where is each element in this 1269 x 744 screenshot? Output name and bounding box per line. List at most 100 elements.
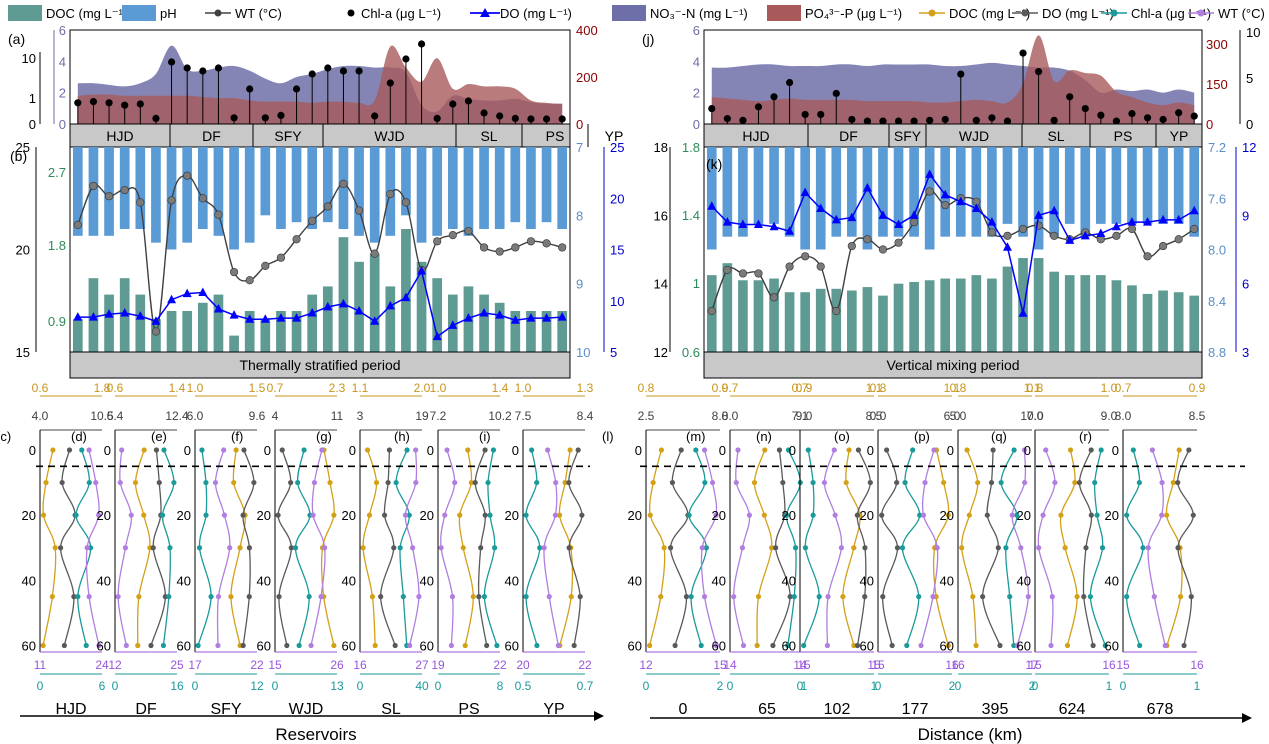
x-tick-label: 0 [192, 679, 199, 693]
profile-point [1175, 545, 1181, 551]
profile-point [84, 545, 90, 551]
y-tick-label: 4 [59, 54, 66, 69]
do-point [213, 303, 223, 313]
chla-point [1081, 104, 1089, 113]
y-tick-label: 20 [505, 508, 519, 523]
ph-bar [401, 147, 411, 216]
panel-label: (c) [0, 429, 11, 444]
do-point [707, 201, 717, 210]
y-tick-label: 0 [1112, 443, 1119, 458]
profile-line [294, 449, 311, 646]
profile-point [740, 642, 747, 649]
doc-bar [479, 294, 489, 352]
do-point [1065, 235, 1075, 244]
legend-dot [214, 9, 222, 17]
chla-point [1128, 110, 1136, 118]
profile-line [161, 449, 175, 646]
profile-point [821, 479, 828, 486]
legend-label: WT (°C) [235, 6, 282, 21]
period-label: Vertical mixing period [886, 357, 1019, 373]
do-point [956, 196, 966, 206]
do-point [542, 313, 552, 322]
doc-bar [1142, 293, 1153, 352]
wt-point [754, 269, 763, 278]
x-tick-label: 8.0 [712, 409, 729, 423]
chla-point [1143, 114, 1152, 122]
y-tick-label: 6 [59, 23, 66, 38]
do-point [1034, 210, 1044, 219]
reservoir-label: WJD [374, 128, 404, 144]
x-tick-label: 1.4 [492, 381, 509, 395]
y-tick-label: 40 [628, 573, 642, 588]
do-point [909, 210, 919, 219]
x-tick-label: 27 [415, 658, 429, 672]
x-tick-label: 2.0 [414, 381, 431, 395]
profile-point [404, 447, 410, 453]
profile-point [460, 545, 466, 551]
profile-point [667, 545, 674, 551]
chla-point [230, 114, 238, 122]
profile-point [221, 447, 227, 453]
profile-point [195, 642, 201, 649]
panel-label: (h) [394, 429, 410, 444]
profile-point [658, 594, 664, 600]
do-point [245, 314, 255, 323]
profile-point [678, 447, 684, 453]
y-tick-label: 10 [610, 294, 624, 309]
profile-line [823, 449, 843, 646]
do-point [526, 313, 536, 322]
y-tick-label: 20 [860, 508, 874, 523]
profile-point [49, 594, 55, 600]
profile-point [128, 512, 134, 518]
profile-point [296, 642, 302, 649]
wt-point [104, 192, 114, 201]
profile-line [700, 449, 718, 646]
profile-point [964, 447, 970, 453]
profile-point [203, 512, 209, 518]
do-point [785, 226, 795, 235]
doc-bar [1127, 285, 1137, 352]
wt-point [73, 220, 82, 229]
profile-point [702, 479, 708, 486]
y-tick-label: 60 [342, 638, 356, 653]
doc-bar [322, 286, 333, 352]
x-tick-label: 10.5 [90, 409, 114, 423]
panel-label: (f) [231, 429, 243, 444]
ph-bar [1173, 147, 1184, 224]
profile-point [1018, 545, 1024, 551]
y-tick-label: 9 [576, 277, 583, 292]
profile-point [862, 594, 868, 600]
x-tick-label: 0.7 [577, 679, 594, 693]
x-tick-label: 8.5 [1189, 409, 1206, 423]
profile-line [733, 449, 751, 646]
y-tick-label: 5 [610, 345, 617, 360]
do-point [448, 320, 458, 329]
doc-bar [182, 311, 193, 352]
profile-point [228, 594, 234, 600]
y-tick-label: 1.8 [682, 140, 700, 155]
profile-point [1124, 594, 1130, 600]
x-tick-label: 1 [1194, 679, 1201, 693]
ph-bar [354, 147, 364, 236]
x-tick-label: 0.7 [267, 381, 284, 395]
x-tick-label: 8.4 [577, 409, 594, 423]
y-tick-label: 12 [1242, 140, 1256, 155]
profile-point [552, 512, 559, 518]
legend-label: Chl-a (μg L⁻¹) [361, 6, 441, 21]
x-tick-label: 1 [871, 679, 878, 693]
profile-point [889, 642, 895, 649]
profile-point [562, 479, 568, 486]
profile-line [842, 449, 861, 646]
profile-point [331, 642, 337, 649]
ph-bar [1158, 147, 1168, 224]
profile-line [1011, 449, 1029, 646]
profile-point [86, 479, 92, 486]
y-tick-label: 10 [22, 51, 36, 66]
ph-bar [987, 147, 997, 237]
wt-point [1050, 231, 1059, 240]
y-tick-label: 25 [16, 140, 30, 155]
chla-point [1003, 117, 1012, 125]
chla-point [558, 115, 566, 123]
profile-point [240, 642, 246, 649]
profile-line [1000, 449, 1018, 646]
